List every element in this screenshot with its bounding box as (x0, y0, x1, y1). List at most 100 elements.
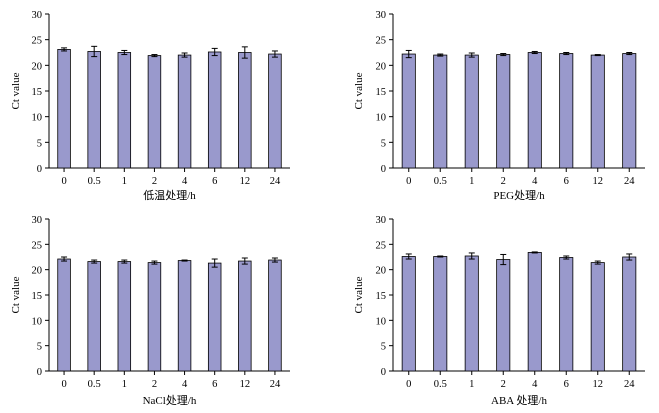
y-tick-label: 0 (37, 367, 42, 378)
y-tick-label: 5 (37, 138, 42, 149)
x-tick-label: 2 (152, 379, 157, 390)
y-tick-label: 15 (32, 87, 43, 98)
bar (496, 54, 511, 169)
y-tick-label: 15 (376, 87, 387, 98)
x-tick-label: 0 (61, 176, 66, 187)
bar (527, 52, 542, 169)
x-tick-label: 6 (212, 176, 217, 187)
bar (622, 256, 637, 372)
x-tick-label: 0.5 (434, 379, 447, 390)
y-tick-label: 0 (381, 367, 386, 378)
y-axis-label: Ct value (10, 276, 22, 313)
x-tick-label: 0 (406, 379, 411, 390)
bar (207, 51, 222, 169)
y-tick-label: 10 (376, 113, 387, 124)
x-tick-label: 24 (624, 176, 635, 187)
bar (559, 257, 574, 372)
bar (559, 53, 574, 169)
x-axis-label: NaCl处理/h (143, 394, 197, 407)
bar (147, 262, 162, 372)
x-tick-label: 0.5 (88, 379, 101, 390)
y-tick-label: 5 (37, 342, 42, 353)
bar (117, 261, 132, 372)
x-tick-label: 24 (270, 176, 281, 187)
y-tick-label: 25 (32, 36, 43, 47)
y-tick-label: 10 (32, 316, 43, 327)
y-tick-label: 25 (376, 240, 387, 251)
y-tick-label: 30 (32, 215, 43, 226)
x-tick-label: 12 (593, 379, 604, 390)
y-tick-label: 20 (376, 61, 387, 72)
bar (527, 252, 542, 372)
x-tick-label: 2 (501, 176, 506, 187)
y-tick-label: 5 (381, 342, 386, 353)
y-tick-label: 25 (32, 240, 43, 251)
x-tick-label: 12 (240, 379, 251, 390)
x-tick-label: 6 (212, 379, 217, 390)
bar (590, 54, 605, 169)
x-tick-label: 12 (593, 176, 604, 187)
x-tick-label: 4 (182, 379, 188, 390)
bar (238, 52, 252, 169)
bar (433, 256, 448, 372)
bar (87, 51, 101, 169)
y-axis-label: Ct value (10, 72, 22, 109)
x-tick-label: 1 (122, 176, 127, 187)
bar (177, 260, 192, 372)
bar (464, 255, 479, 372)
y-tick-label: 20 (32, 266, 43, 277)
bar (496, 259, 511, 372)
bar (433, 54, 448, 169)
y-tick-label: 15 (32, 291, 43, 302)
bar (57, 49, 71, 169)
bar (177, 54, 192, 169)
x-tick-label: 12 (240, 176, 251, 187)
x-tick-label: 24 (624, 379, 635, 390)
y-tick-label: 0 (37, 164, 42, 175)
x-tick-label: 24 (270, 379, 281, 390)
x-tick-label: 0 (61, 379, 66, 390)
x-tick-label: 6 (564, 176, 569, 187)
bar (238, 260, 252, 372)
y-tick-label: 30 (376, 215, 387, 226)
bar (268, 53, 282, 169)
x-tick-label: 1 (469, 176, 474, 187)
y-tick-label: 0 (381, 164, 386, 175)
bar (117, 52, 132, 169)
y-tick-label: 20 (32, 61, 43, 72)
x-tick-label: 0.5 (88, 176, 101, 187)
y-tick-label: 10 (32, 113, 43, 124)
x-tick-label: 0.5 (434, 176, 447, 187)
y-tick-label: 20 (376, 266, 387, 277)
y-axis-label: Ct value (353, 72, 365, 109)
y-tick-label: 10 (376, 316, 387, 327)
x-tick-label: 4 (532, 379, 538, 390)
x-tick-label: 4 (182, 176, 188, 187)
y-tick-label: 25 (376, 36, 387, 47)
x-tick-label: 2 (501, 379, 506, 390)
x-axis-label: ABA 处理/h (491, 394, 547, 407)
x-tick-label: 4 (532, 176, 538, 187)
bar (87, 261, 101, 372)
y-tick-label: 5 (381, 138, 386, 149)
y-tick-label: 30 (376, 10, 387, 21)
y-tick-label: 15 (376, 291, 387, 302)
x-tick-label: 1 (122, 379, 127, 390)
x-tick-label: 2 (152, 176, 157, 187)
bar (147, 55, 162, 169)
x-axis-label: 低温处理/h (143, 189, 196, 202)
bar (464, 54, 479, 169)
y-axis-label: Ct value (353, 276, 365, 313)
x-tick-label: 6 (564, 379, 569, 390)
bar (207, 262, 222, 372)
bar (268, 259, 282, 372)
bar (401, 256, 416, 372)
y-tick-label: 30 (32, 10, 43, 21)
x-tick-label: 1 (469, 379, 474, 390)
x-axis-label: PEG处理/h (493, 189, 545, 202)
bar (401, 53, 416, 169)
